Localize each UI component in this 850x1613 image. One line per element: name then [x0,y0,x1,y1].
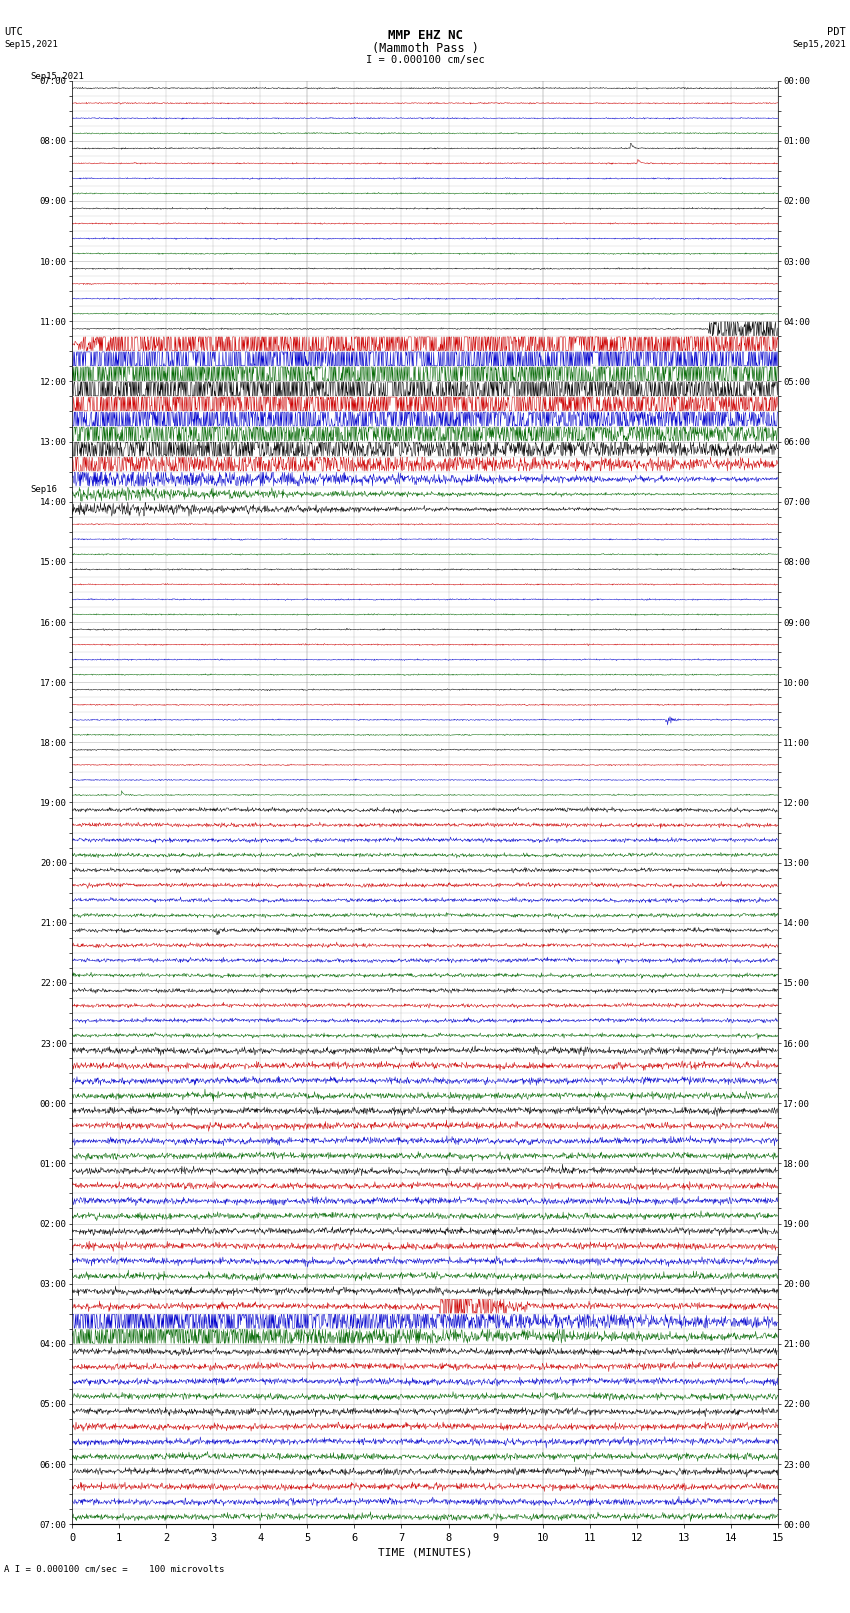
Text: Sep15,2021: Sep15,2021 [30,71,83,81]
Text: UTC: UTC [4,27,23,37]
Text: (Mammoth Pass ): (Mammoth Pass ) [371,42,479,55]
Text: A I = 0.000100 cm/sec =    100 microvolts: A I = 0.000100 cm/sec = 100 microvolts [4,1565,224,1574]
X-axis label: TIME (MINUTES): TIME (MINUTES) [377,1547,473,1558]
Text: Sep15,2021: Sep15,2021 [4,40,58,50]
Text: MMP EHZ NC: MMP EHZ NC [388,29,462,42]
Text: Sep15,2021: Sep15,2021 [792,40,846,50]
Text: Sep16: Sep16 [30,486,57,495]
Text: PDT: PDT [827,27,846,37]
Text: I = 0.000100 cm/sec: I = 0.000100 cm/sec [366,55,484,65]
